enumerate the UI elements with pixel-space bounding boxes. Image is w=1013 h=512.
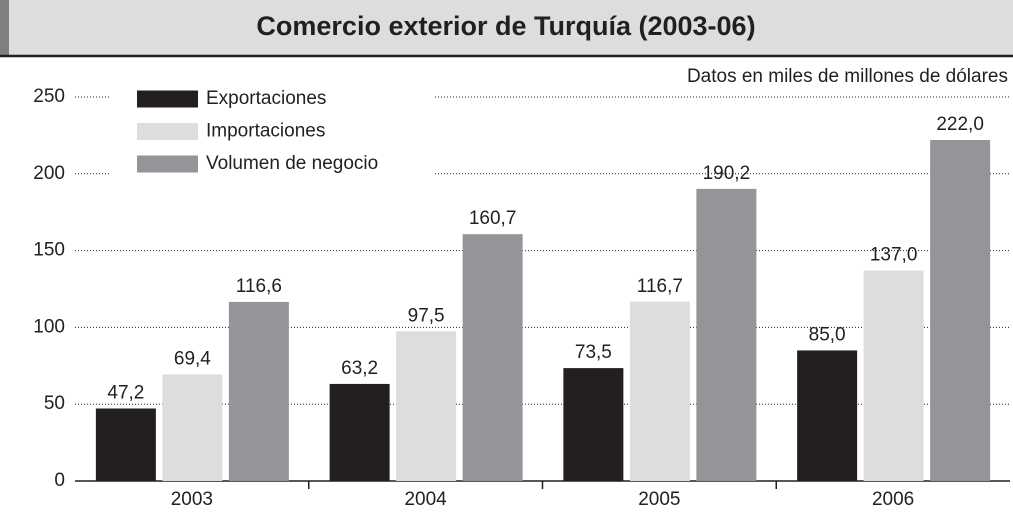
bar [696,188,757,482]
y-tick-label: 50 [44,393,65,414]
bar [228,301,289,481]
bar [797,350,858,481]
bar [162,374,223,481]
value-label: 63,2 [341,358,378,379]
value-label: 222,0 [936,114,984,135]
y-tick-label: 0 [54,470,65,491]
x-tick-label: 2004 [404,489,447,510]
x-tick-label: 2005 [638,489,680,510]
legend-label: Volumen de negocio [206,153,378,174]
value-label: 69,4 [174,348,211,369]
y-tick-label: 100 [33,316,65,337]
legend-swatch [137,123,198,140]
bar [863,270,924,481]
bar [930,140,991,481]
x-tick-label: 2006 [872,489,914,510]
value-label: 97,5 [408,305,445,326]
value-label: 47,2 [107,383,144,404]
bar [95,408,156,481]
value-label: 160,7 [469,208,517,229]
x-tick-label: 2003 [171,489,213,510]
bar [462,234,523,481]
value-label: 116,7 [637,276,683,297]
legend-label: Exportaciones [206,88,326,109]
value-label: 137,0 [870,245,918,266]
bar [396,331,457,481]
legend-label: Importaciones [206,121,325,142]
title-accent [0,0,9,55]
y-tick-label: 200 [33,163,65,184]
value-label: 116,6 [236,276,282,297]
y-tick-label: 250 [33,86,65,107]
value-label: 85,0 [809,324,846,345]
bar [329,383,390,481]
legend-swatch [137,155,198,173]
legend-swatch [137,90,198,108]
title-bar [0,0,1013,55]
y-tick-label: 150 [33,240,65,261]
bar [563,368,624,481]
value-label: 73,5 [575,342,612,363]
bar [629,301,690,481]
chart-subtitle: Datos en miles de millones de dólares [687,66,1008,87]
chart-title: Comercio exterior de Turquía (2003-06) [256,11,755,41]
value-label: 190,2 [703,163,751,184]
